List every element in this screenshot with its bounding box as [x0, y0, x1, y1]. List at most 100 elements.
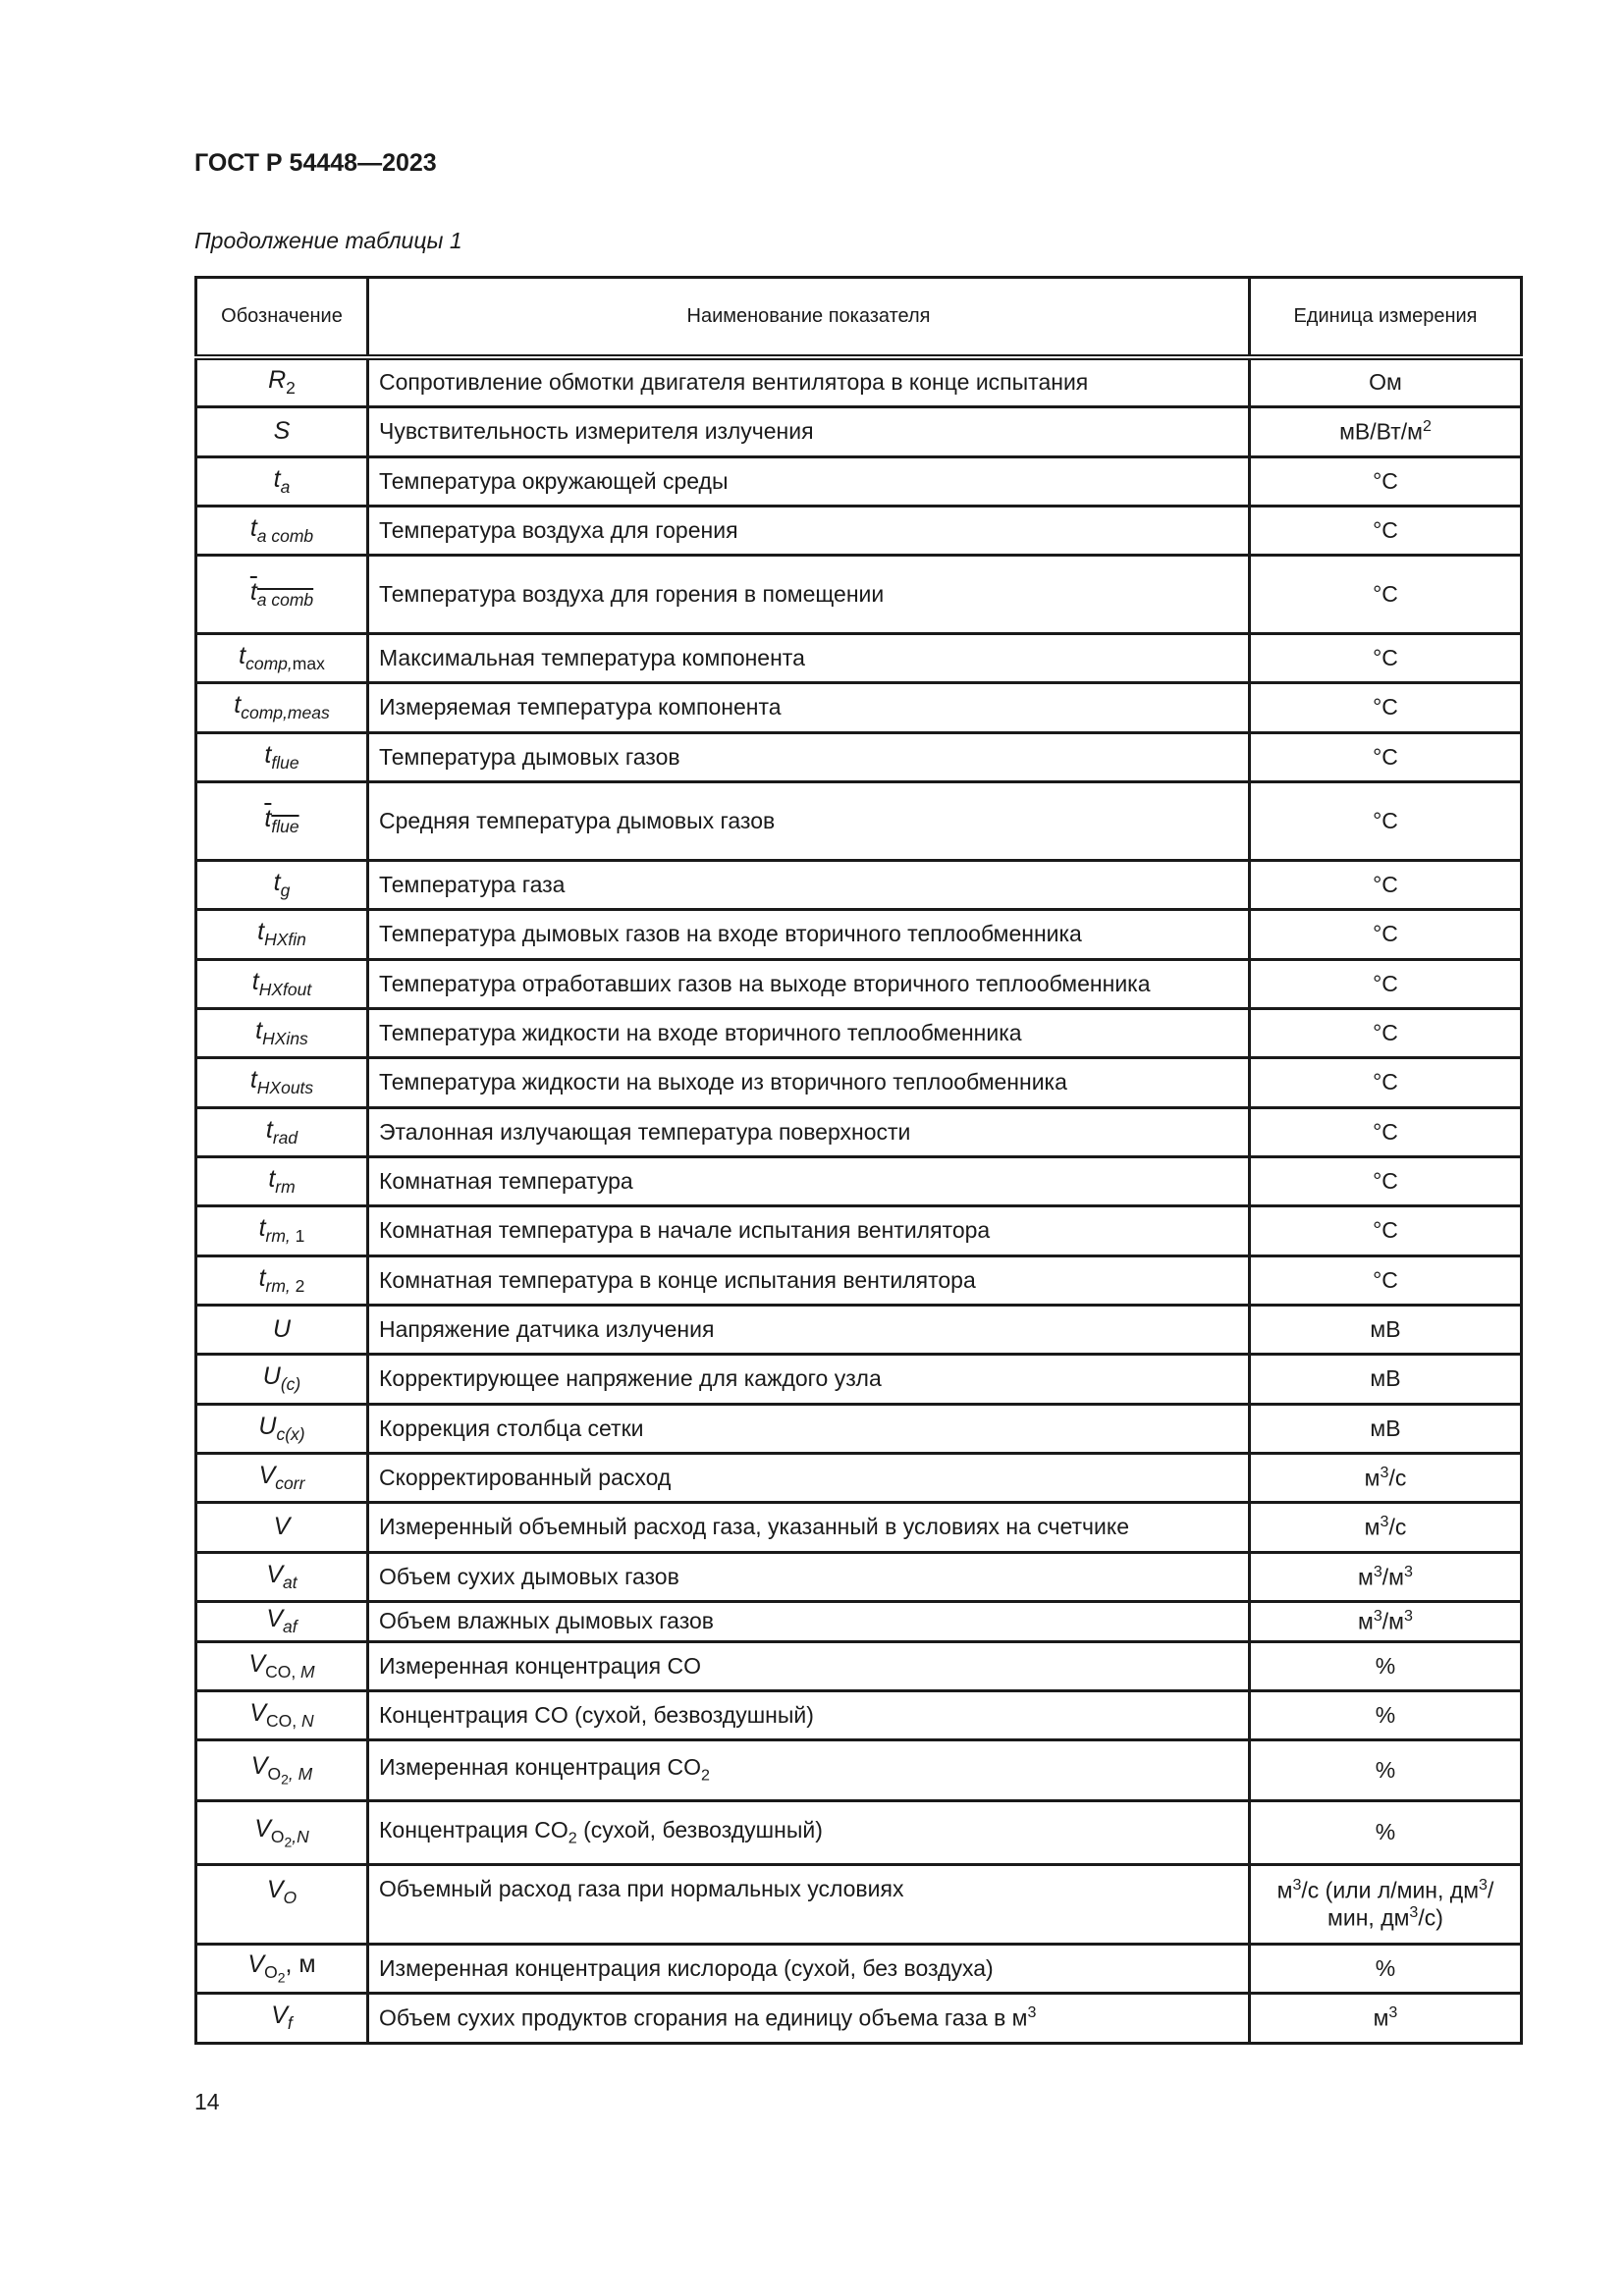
- symbol: trm, 1: [258, 1214, 305, 1246]
- superscript: 3: [1292, 1875, 1302, 1894]
- table-caption: Продолжение таблицы 1: [194, 228, 462, 253]
- name-cell: Объем влажных дымовых газов: [366, 1599, 1251, 1643]
- symbol: ta: [274, 465, 291, 497]
- symbol-tail: , м: [285, 1950, 316, 1979]
- symbol-cell: VCO, N: [194, 1688, 369, 1741]
- name-cell: Объемный расход газа при нормальных усло…: [366, 1862, 1251, 1946]
- symbol-cell: Vat: [194, 1550, 369, 1603]
- symbol: trad: [266, 1116, 298, 1148]
- symbol-cell: U(c): [194, 1352, 369, 1406]
- symbol-base: V: [266, 1605, 284, 1632]
- symbol: tcomp,max: [239, 641, 325, 673]
- text-segment: /с (или л/мин, дм: [1301, 1877, 1480, 1903]
- superscript: 3: [1373, 1562, 1382, 1580]
- symbol-base: V: [250, 1752, 268, 1781]
- symbol-base: t: [255, 1016, 263, 1044]
- symbol: tHXfout: [251, 967, 311, 999]
- subscript: 2: [277, 1969, 286, 1986]
- text-segment: Температура окружающей среды: [379, 467, 729, 494]
- text-segment: °C: [1373, 1069, 1398, 1095]
- unit-cell: мВ: [1248, 1352, 1523, 1406]
- symbol-cell: tflue: [194, 779, 369, 862]
- unit-cell: м3/м3: [1248, 1550, 1523, 1603]
- unit-cell: %: [1248, 1942, 1523, 1995]
- text-segment: O: [270, 1826, 285, 1846]
- symbol-cell: Uc(x): [194, 1402, 369, 1455]
- symbol: tHXfin: [257, 918, 306, 949]
- text-segment: flue: [271, 816, 299, 836]
- text-segment: Объем сухих дымовых газов: [379, 1563, 679, 1589]
- symbol-subscript: HXfin: [264, 930, 306, 949]
- unit-cell: °C: [1248, 553, 1523, 635]
- text-segment: Комнатная температура: [379, 1167, 633, 1194]
- name-cell: Коррекция столбца сетки: [366, 1402, 1251, 1455]
- name-cell: Температура отработавших газов на выходе…: [366, 957, 1251, 1010]
- subscript: 2: [701, 1766, 710, 1785]
- document-title: ГОСТ Р 54448—2023: [194, 149, 437, 177]
- symbol: U: [273, 1315, 291, 1343]
- name-cell: Измеренная концентрация CO2: [366, 1737, 1251, 1802]
- name-cell: Чувствительность измерителя излучения: [366, 404, 1251, 458]
- superscript: 3: [1404, 1562, 1413, 1580]
- unit-cell: %: [1248, 1688, 1523, 1741]
- symbol-subscript: comp,meas: [241, 703, 329, 722]
- symbol-subscript: HXfout: [259, 980, 312, 999]
- symbol-cell: tflue: [194, 730, 369, 783]
- symbol: ta comb: [249, 513, 313, 546]
- name-cell: Температура газа: [366, 858, 1251, 911]
- symbol-base: t: [258, 1214, 266, 1242]
- symbol-base: t: [251, 967, 259, 995]
- text-segment: O: [264, 1962, 278, 1983]
- symbol: VO: [267, 1876, 297, 1907]
- symbol: VO2, м: [247, 1950, 316, 1986]
- symbol: VO2,N: [254, 1815, 309, 1850]
- symbol-base: t: [239, 641, 246, 669]
- symbol-base: V: [248, 1649, 266, 1678]
- symbol-subscript: O2,N: [270, 1826, 309, 1850]
- text-segment: CO,: [265, 1661, 301, 1682]
- text-segment: %: [1375, 1652, 1396, 1679]
- text-segment: м: [1358, 1608, 1374, 1634]
- table-row: tcomp,meas Измеряемая температура компоне…: [194, 680, 1523, 734]
- table-row: tHXfin Температура дымовых газов на входе…: [194, 907, 1523, 961]
- text-segment: O: [283, 1887, 298, 1907]
- text-segment: rad: [272, 1127, 298, 1148]
- text-segment: Температура дымовых газов на входе втори…: [379, 921, 1082, 946]
- text-segment: /с): [1418, 1904, 1443, 1931]
- symbol-subscript: rm: [275, 1177, 295, 1197]
- symbol-cell: VO2, M: [194, 1737, 369, 1802]
- text-segment: N: [301, 1710, 314, 1731]
- text-segment: °C: [1373, 743, 1398, 770]
- symbol-subscript: a: [281, 477, 291, 497]
- name-cell: Температура жидкости на входе вторичного…: [366, 1006, 1251, 1059]
- symbol-cell: tHXouts: [194, 1055, 369, 1109]
- symbol-cell: trm, 2: [194, 1254, 369, 1307]
- text-segment: comp,: [245, 653, 293, 673]
- text-segment: Ом: [1369, 369, 1402, 396]
- subscript: 2: [281, 1771, 289, 1788]
- text-segment: O: [267, 1764, 282, 1785]
- text-segment: a comb: [256, 525, 314, 546]
- symbol-subscript: rm, 1: [266, 1226, 305, 1246]
- table-row: tflue Температура дымовых газов °C: [194, 730, 1523, 783]
- text-segment: %: [1375, 1954, 1396, 1981]
- superscript: 3: [1404, 1607, 1413, 1626]
- symbol-base: t: [234, 691, 242, 719]
- symbol-subscript: flue: [271, 753, 298, 773]
- superscript: 3: [1479, 1875, 1488, 1894]
- symbol-cell: trm: [194, 1154, 369, 1207]
- symbol-base: t: [249, 513, 257, 542]
- symbol-cell: S: [194, 404, 369, 458]
- symbol-cell: tHXins: [194, 1006, 369, 1059]
- text-segment: Измеренная концентрация CO: [379, 1652, 702, 1679]
- table-header-row: Обозначение Наименование показателя Един…: [194, 276, 1523, 360]
- text-segment: 2: [295, 1275, 305, 1296]
- symbol-subscript: O2: [264, 1962, 285, 1986]
- symbol-subscript: CO, M: [265, 1662, 315, 1682]
- text-segment: %: [1375, 1819, 1396, 1844]
- text-segment: Объемный расход газа при нормальных усло…: [379, 1875, 904, 1901]
- text-segment: 1: [295, 1226, 305, 1246]
- symbol: Vat: [266, 1561, 297, 1592]
- name-cell: Концентрация CO2 (сухой, безвоздушный): [366, 1798, 1251, 1866]
- text-segment: g: [280, 880, 291, 900]
